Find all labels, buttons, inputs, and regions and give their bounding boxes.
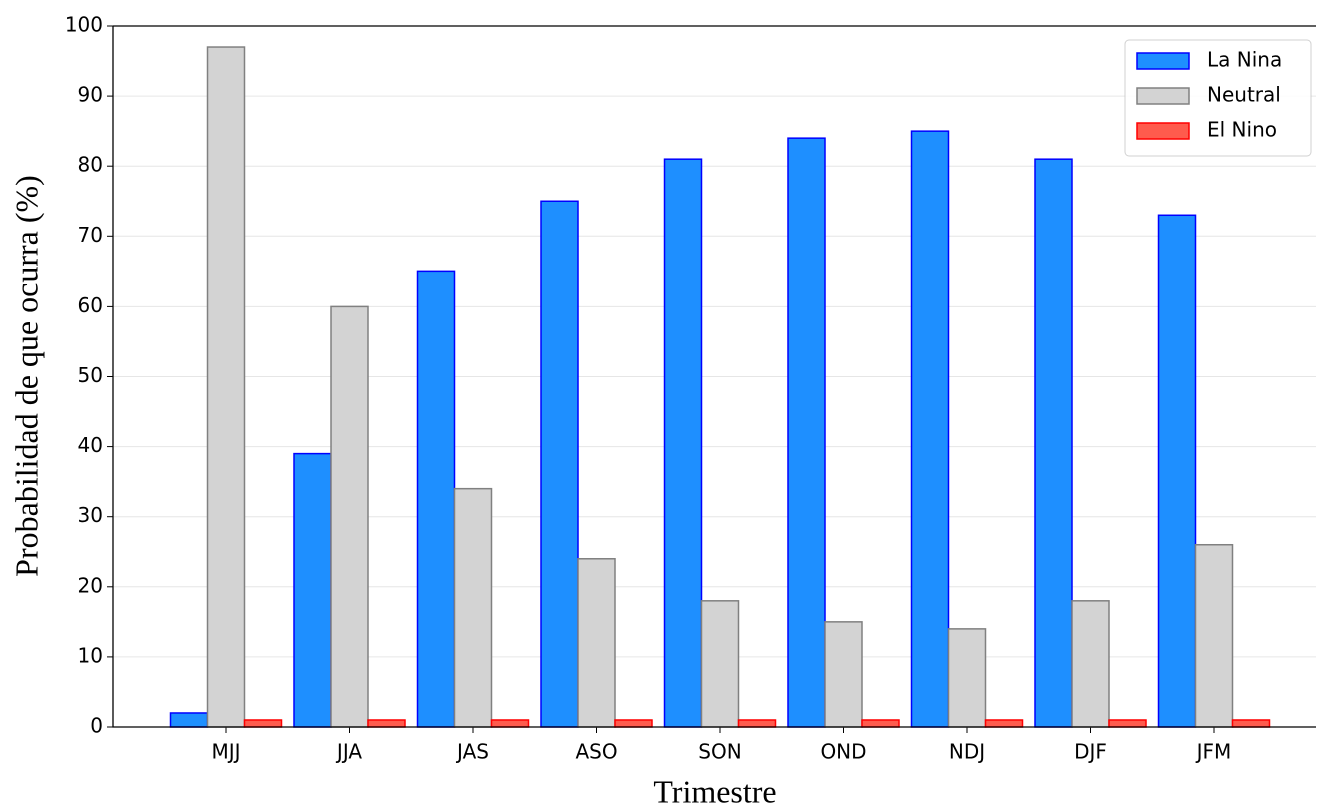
bar: [861, 719, 900, 728]
x-tick-label: JFM: [1195, 740, 1232, 764]
y-tick-label: 0: [90, 714, 103, 738]
x-tick-label: JAS: [455, 740, 489, 764]
x-tick-label: DJF: [1074, 740, 1107, 764]
y-tick-label: 40: [78, 433, 103, 457]
bar: [206, 46, 246, 728]
legend-swatch: [1136, 87, 1190, 105]
y-axis-label: Probabilidad de que ocurra (%): [8, 175, 44, 577]
bar: [787, 137, 826, 728]
bar: [663, 158, 703, 728]
bar: [293, 452, 332, 728]
x-tick-label: JJA: [335, 740, 362, 764]
legend-swatch: [1136, 52, 1190, 70]
legend-label: Neutral: [1207, 83, 1281, 107]
x-tick-label: OND: [820, 740, 866, 764]
y-tick-label: 100: [65, 13, 103, 37]
x-tick-label: NDJ: [949, 740, 985, 764]
x-tick-label: MJJ: [211, 740, 240, 764]
bar: [330, 305, 369, 728]
legend-label: El Nino: [1207, 118, 1277, 142]
bar: [490, 719, 530, 728]
y-tick-label: 20: [78, 573, 103, 597]
y-tick-label: 30: [78, 503, 103, 527]
bar: [1231, 719, 1271, 728]
bar: [243, 719, 283, 728]
x-tick-label: ASO: [575, 740, 617, 764]
legend-swatch: [1136, 122, 1190, 140]
axes-frame: [112, 25, 1316, 728]
bar: [910, 130, 950, 728]
bar: [947, 628, 987, 728]
bar: [367, 719, 406, 728]
bar: [824, 621, 863, 728]
y-tick-label: 60: [78, 293, 103, 317]
bar: [700, 600, 740, 728]
y-tick-label: 50: [78, 363, 103, 387]
x-axis-label: Trimestre: [653, 773, 776, 809]
bar: [1108, 719, 1147, 728]
y-tick-label: 70: [78, 223, 103, 247]
bar: [984, 719, 1024, 728]
bar: [1071, 600, 1110, 728]
bar: [169, 712, 209, 728]
bar: [737, 719, 777, 728]
bar: [1194, 543, 1234, 728]
y-tick-label: 10: [78, 643, 103, 667]
legend-label: La Nina: [1207, 48, 1282, 72]
bar: [1157, 214, 1197, 728]
x-tick-label: SON: [698, 740, 741, 764]
bar: [416, 270, 456, 728]
bar: [540, 200, 579, 728]
bar: [577, 558, 616, 728]
y-tick-label: 80: [78, 153, 103, 177]
y-tick-label: 90: [78, 83, 103, 107]
bar: [1034, 158, 1073, 728]
bar: [614, 719, 653, 728]
bar: [453, 487, 493, 728]
